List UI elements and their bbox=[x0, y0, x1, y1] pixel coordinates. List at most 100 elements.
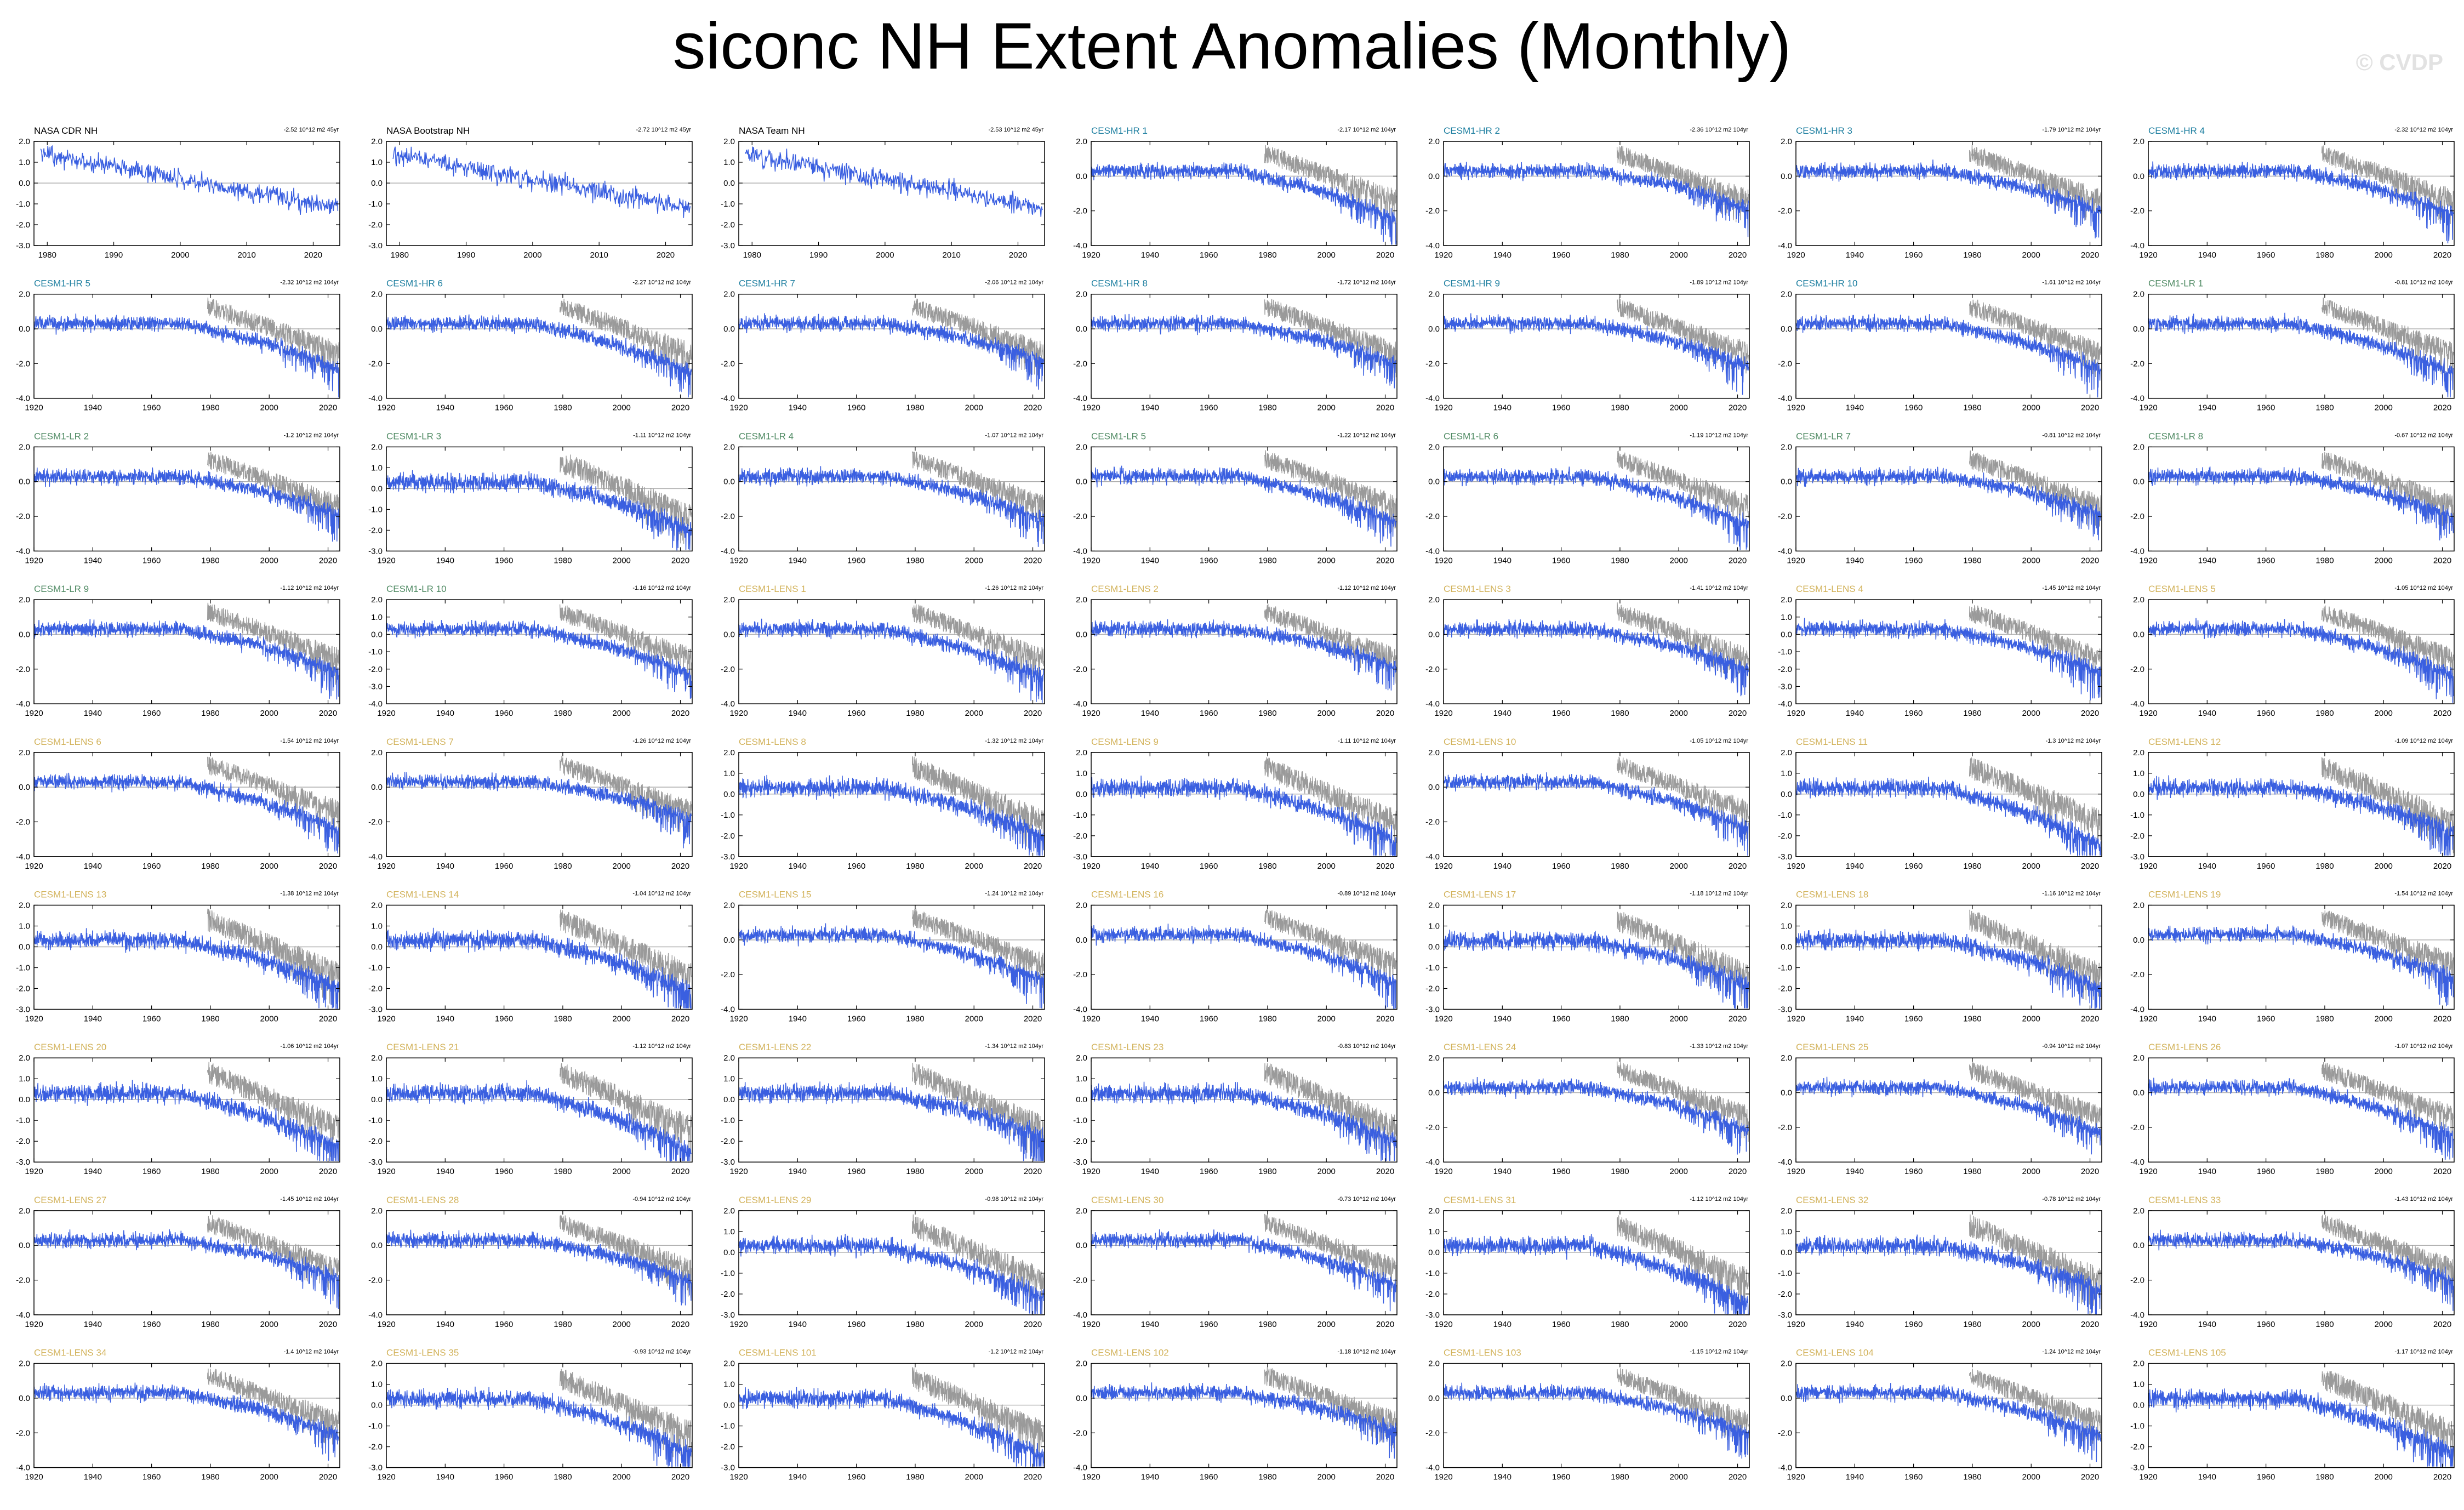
y-tick-label: 1.0 bbox=[1428, 1227, 1440, 1237]
y-tick-label: -4.0 bbox=[16, 1310, 30, 1320]
x-tick-label: 1920 bbox=[1787, 403, 1805, 413]
x-tick-label: 1960 bbox=[1904, 556, 1923, 565]
x-tick-label: 1920 bbox=[1434, 403, 1452, 413]
x-tick-label: 1940 bbox=[1493, 1473, 1512, 1482]
plot-frame bbox=[738, 1363, 1045, 1468]
x-tick-label: 1940 bbox=[1846, 556, 1864, 565]
y-tick-label: -2.0 bbox=[721, 665, 735, 674]
trend-label: -1.41 10^12 m2 104yr bbox=[1690, 585, 1748, 591]
y-tick-label: -4.0 bbox=[1425, 699, 1440, 709]
y-tick-label: 2.0 bbox=[1781, 595, 1792, 605]
plot-frame bbox=[386, 141, 693, 246]
y-tick-label: -1.0 bbox=[368, 200, 383, 209]
trend-label: -1.89 10^12 m2 104yr bbox=[1690, 280, 1748, 286]
x-tick-label: 1940 bbox=[789, 403, 807, 413]
x-tick-label: 2020 bbox=[1024, 1320, 1042, 1329]
plot-frame bbox=[1443, 293, 1750, 399]
x-tick-label: 1980 bbox=[1963, 709, 1981, 718]
y-tick-label: -2.0 bbox=[16, 665, 30, 674]
y-tick-label: -2.0 bbox=[2130, 1276, 2144, 1285]
x-tick-label: 1960 bbox=[2257, 862, 2275, 871]
y-tick-label: 2.0 bbox=[723, 137, 735, 146]
x-tick-label: 1940 bbox=[84, 556, 102, 565]
panel-title: CESM1-LENS 13 bbox=[34, 890, 106, 900]
plot-frame bbox=[1795, 904, 2102, 1010]
x-tick-label: 2000 bbox=[1670, 709, 1688, 718]
obs-overlay-line bbox=[559, 909, 692, 1008]
x-tick-label: 1920 bbox=[25, 1167, 43, 1176]
x-tick-label: 1960 bbox=[1904, 862, 1923, 871]
x-tick-label: 1920 bbox=[1082, 556, 1100, 565]
x-tick-label: 2000 bbox=[1317, 709, 1336, 718]
y-tick-label: -4.0 bbox=[1778, 241, 1792, 250]
y-tick-label: -4.0 bbox=[721, 546, 735, 556]
x-tick-label: 2020 bbox=[671, 1167, 689, 1176]
x-tick-label: 2000 bbox=[965, 403, 983, 413]
x-tick-label: 1940 bbox=[1846, 709, 1864, 718]
panel: CESM1-LR 7 -0.81 10^12 m2 104yr -4.0 -2.0 0.… bbox=[1778, 431, 2102, 565]
x-tick-label: 1980 bbox=[1963, 1473, 1981, 1482]
y-tick-label: -4.0 bbox=[1073, 1310, 1087, 1320]
panel-title: CESM1-LENS 14 bbox=[386, 890, 459, 900]
x-tick-label: 1940 bbox=[436, 709, 454, 718]
plot-frame bbox=[386, 1057, 693, 1163]
series-line bbox=[1795, 159, 2102, 238]
y-tick-label: 0.0 bbox=[1428, 477, 1440, 487]
obs-overlay-line bbox=[911, 298, 1045, 375]
y-tick-label: 0.0 bbox=[1076, 790, 1087, 799]
x-tick-label: 1940 bbox=[1493, 250, 1512, 260]
x-tick-label: 1980 bbox=[2315, 556, 2334, 565]
x-tick-label: 1960 bbox=[1552, 862, 1570, 871]
x-tick-label: 1940 bbox=[84, 1320, 102, 1329]
obs-overlay-line bbox=[559, 604, 692, 687]
y-tick-label: -4.0 bbox=[16, 1463, 30, 1473]
panel: CESM1-LENS 13 -1.38 10^12 m2 104yr -3.0 -2.… bbox=[16, 890, 340, 1024]
y-tick-label: 2.0 bbox=[1076, 1053, 1087, 1063]
plot-frame bbox=[1795, 141, 2102, 246]
y-tick-label: -2.0 bbox=[721, 831, 735, 841]
y-tick-label: -3.0 bbox=[2130, 852, 2144, 862]
x-tick-label: 2020 bbox=[2433, 403, 2451, 413]
obs-overlay-line bbox=[207, 756, 340, 836]
x-tick-label: 1960 bbox=[847, 403, 865, 413]
x-tick-label: 1960 bbox=[2257, 1320, 2275, 1329]
y-tick-label: -4.0 bbox=[368, 699, 383, 709]
y-tick-label: -4.0 bbox=[1778, 699, 1792, 709]
x-tick-label: 1960 bbox=[847, 556, 865, 565]
x-tick-label: 1960 bbox=[142, 1320, 161, 1329]
x-tick-label: 2000 bbox=[613, 403, 631, 413]
panel-title: CESM1-LR 7 bbox=[1796, 431, 1851, 441]
plot-frame bbox=[1443, 1363, 1750, 1468]
obs-overlay-line bbox=[2321, 452, 2454, 529]
plot-frame bbox=[2148, 141, 2455, 246]
x-tick-label: 2000 bbox=[1670, 556, 1688, 565]
y-tick-label: -1.0 bbox=[16, 964, 30, 973]
panel: CESM1-LENS 30 -0.73 10^12 m2 104yr -4.0 -2.… bbox=[1073, 1195, 1398, 1329]
x-tick-label: 2010 bbox=[237, 250, 255, 260]
plot-frame bbox=[33, 599, 340, 704]
x-tick-label: 1980 bbox=[2315, 403, 2334, 413]
cvdp-watermark: © CVDP bbox=[2355, 49, 2443, 75]
x-tick-label: 1980 bbox=[1611, 709, 1629, 718]
panel: CESM1-LR 6 -1.19 10^12 m2 104yr -4.0 -2.0 0.… bbox=[1425, 431, 1750, 565]
x-tick-label: 1920 bbox=[1082, 1167, 1100, 1176]
x-tick-label: 1940 bbox=[789, 1473, 807, 1482]
y-tick-label: 1.0 bbox=[371, 613, 383, 622]
x-tick-label: 1990 bbox=[105, 250, 123, 260]
x-tick-label: 1920 bbox=[1434, 1167, 1452, 1176]
panel-title: CESM1-LENS 24 bbox=[1444, 1042, 1516, 1052]
obs-overlay-line bbox=[559, 298, 692, 377]
y-tick-label: -4.0 bbox=[1073, 1463, 1087, 1473]
x-tick-label: 1980 bbox=[554, 403, 572, 413]
y-tick-label: 2.0 bbox=[2133, 748, 2144, 757]
x-tick-label: 1980 bbox=[201, 709, 219, 718]
panel-title: CESM1-HR 2 bbox=[1444, 126, 1500, 136]
y-tick-label: -2.0 bbox=[1073, 1428, 1087, 1438]
plot-frame bbox=[1091, 1363, 1398, 1468]
panel-title: CESM1-HR 6 bbox=[386, 278, 443, 289]
x-tick-label: 1920 bbox=[25, 1473, 43, 1482]
trend-label: -1.2 10^12 m2 104yr bbox=[988, 1349, 1043, 1355]
panel: CESM1-LR 2 -1.2 10^12 m2 104yr -4.0 -2.0 0.0… bbox=[16, 431, 340, 565]
y-tick-label: 0.0 bbox=[19, 1241, 30, 1250]
x-tick-label: 1980 bbox=[1611, 1473, 1629, 1482]
